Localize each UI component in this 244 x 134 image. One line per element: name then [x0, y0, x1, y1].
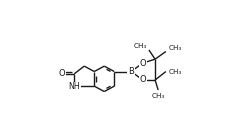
Text: CH₃: CH₃ — [152, 93, 165, 99]
Text: CH₃: CH₃ — [133, 43, 147, 49]
Text: NH: NH — [68, 82, 80, 91]
Text: B: B — [128, 67, 134, 76]
Text: CH₃: CH₃ — [168, 68, 182, 75]
Text: CH₃: CH₃ — [168, 45, 182, 51]
Text: O: O — [59, 69, 65, 78]
Text: O: O — [140, 75, 146, 85]
Text: O: O — [140, 59, 146, 68]
